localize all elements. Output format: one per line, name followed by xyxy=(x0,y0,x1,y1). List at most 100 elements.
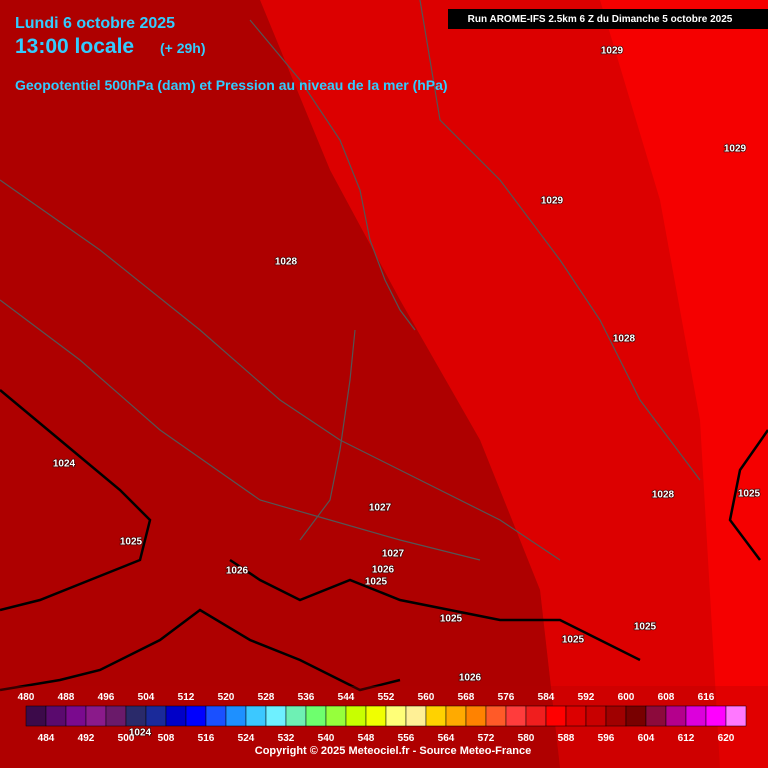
isobar-label: 1028 xyxy=(652,490,675,501)
legend-swatch xyxy=(645,705,667,727)
time: 13:00 locale xyxy=(15,35,134,58)
legend-label: 588 xyxy=(558,733,575,744)
legend-swatch xyxy=(685,705,707,727)
legend-label: 544 xyxy=(338,692,355,703)
isobar-label: 1026 xyxy=(372,565,395,576)
legend-swatch xyxy=(305,705,327,727)
contour xyxy=(728,429,768,561)
legend-swatch xyxy=(45,705,67,727)
legend-swatch xyxy=(565,705,587,727)
legend-swatch xyxy=(505,705,527,727)
legend-swatch xyxy=(725,705,747,727)
field-mid xyxy=(260,0,768,768)
legend-label: 492 xyxy=(78,733,95,744)
legend-label: 508 xyxy=(158,733,175,744)
legend-swatch xyxy=(465,705,487,727)
isobar-label: 1027 xyxy=(382,549,405,560)
terrain-contours xyxy=(0,389,768,692)
copyright: Copyright © 2025 Meteociel.fr - Source M… xyxy=(255,745,531,757)
isobar-label: 1026 xyxy=(459,673,482,684)
isobar-label: 1025 xyxy=(120,537,143,548)
legend-swatch xyxy=(425,705,447,727)
legend-swatch xyxy=(205,705,227,727)
isobar-label: 1029 xyxy=(541,196,564,207)
legend-label: 488 xyxy=(58,692,75,703)
run-info: Run AROME-IFS 2.5km 6 Z du Dimanche 5 oc… xyxy=(468,14,733,25)
legend-swatch xyxy=(125,705,147,727)
date: Lundi 6 octobre 2025 xyxy=(15,15,175,32)
legend-label: 512 xyxy=(178,692,195,703)
contour xyxy=(229,558,641,662)
legend-swatch xyxy=(145,705,167,727)
legend-label: 596 xyxy=(598,733,615,744)
legend-label: 600 xyxy=(618,692,635,703)
legend-swatch xyxy=(285,705,307,727)
field-low xyxy=(0,0,560,768)
legend-label: 520 xyxy=(218,692,235,703)
legend-swatch xyxy=(545,705,567,727)
isobar-label: 1024 xyxy=(53,459,76,470)
legend-label: 572 xyxy=(478,733,495,744)
field-high xyxy=(600,0,768,768)
legend-label: 504 xyxy=(138,692,155,703)
legend-label: 548 xyxy=(358,733,375,744)
legend-label: 620 xyxy=(718,733,735,744)
subtitle: Geopotentiel 500hPa (dam) et Pression au… xyxy=(15,77,448,93)
legend-label: 604 xyxy=(638,733,655,744)
contour xyxy=(0,389,152,612)
legend-swatch xyxy=(625,705,647,727)
legend-swatch xyxy=(325,705,347,727)
border xyxy=(419,0,701,481)
legend-swatch xyxy=(165,705,187,727)
isobar-label: 1025 xyxy=(634,622,657,633)
legend-swatch xyxy=(585,705,607,727)
legend-label: 552 xyxy=(378,692,395,703)
legend-label: 484 xyxy=(38,733,55,744)
legend-swatch xyxy=(265,705,287,727)
legend-swatch xyxy=(105,705,127,727)
legend-swatch xyxy=(705,705,727,727)
isobar-label: 1028 xyxy=(613,334,636,345)
legend-label: 580 xyxy=(518,733,535,744)
border xyxy=(0,179,561,561)
isobar-label: 1025 xyxy=(738,489,761,500)
legend-swatch xyxy=(445,705,467,727)
isobar-label: 1026 xyxy=(226,566,249,577)
legend-swatch xyxy=(665,705,687,727)
contour xyxy=(0,608,401,692)
run-box xyxy=(448,9,768,29)
legend-swatch xyxy=(85,705,107,727)
legend-swatch xyxy=(485,705,507,727)
legend-label: 496 xyxy=(98,692,115,703)
legend-label: 536 xyxy=(298,692,315,703)
legend-swatch xyxy=(525,705,547,727)
legend-swatch xyxy=(25,705,47,727)
legend-label: 540 xyxy=(318,733,335,744)
legend-label: 500 xyxy=(118,733,135,744)
legend-label: 556 xyxy=(398,733,415,744)
coast xyxy=(249,19,416,541)
legend-label: 608 xyxy=(658,692,675,703)
legend-swatch xyxy=(185,705,207,727)
legend-swatch xyxy=(405,705,427,727)
legend-label: 616 xyxy=(698,692,715,703)
lead-time: (+ 29h) xyxy=(160,40,206,56)
coastlines xyxy=(0,0,701,561)
legend-label: 612 xyxy=(678,733,695,744)
legend-label: 516 xyxy=(198,733,215,744)
legend-swatch xyxy=(605,705,627,727)
legend-label: 584 xyxy=(538,692,555,703)
isobar-label: 1025 xyxy=(365,577,388,588)
isobar-label: 1025 xyxy=(562,635,585,646)
legend-label: 480 xyxy=(18,692,35,703)
legend-label: 532 xyxy=(278,733,295,744)
legend-label: 592 xyxy=(578,692,595,703)
legend-swatch xyxy=(245,705,267,727)
isobar-label: 1025 xyxy=(440,614,463,625)
isobar-label: 1024 xyxy=(129,728,152,739)
border xyxy=(0,299,481,561)
legend-label: 528 xyxy=(258,692,275,703)
legend-label: 524 xyxy=(238,733,255,744)
